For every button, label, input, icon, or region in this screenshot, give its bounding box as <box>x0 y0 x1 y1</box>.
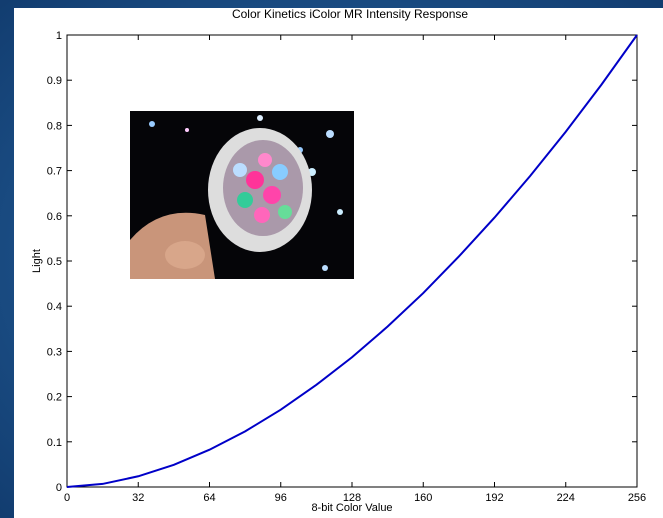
y-tick-label: 0.9 <box>47 75 62 87</box>
chart: Color Kinetics iColor MR Intensity Respo… <box>0 0 663 518</box>
x-tick-label: 256 <box>628 492 646 504</box>
page: {"chart_data": {"type": "line", "title":… <box>0 0 663 518</box>
x-tick-label: 32 <box>132 492 144 504</box>
x-tick-label: 0 <box>64 492 70 504</box>
y-tick-label: 0.3 <box>47 346 62 358</box>
y-tick-label: 0.5 <box>47 256 62 268</box>
chart-title: Color Kinetics iColor MR Intensity Respo… <box>232 7 468 21</box>
y-tick-label: 0 <box>56 482 62 494</box>
y-tick-label: 0.8 <box>47 120 62 132</box>
x-tick-label: 128 <box>343 492 361 504</box>
x-tick-label: 224 <box>557 492 575 504</box>
y-tick-label: 1 <box>56 30 62 42</box>
y-tick-label: 0.1 <box>47 437 62 449</box>
y-tick-label: 0.4 <box>47 301 62 313</box>
photo <box>130 111 354 279</box>
x-tick-label: 192 <box>485 492 503 504</box>
x-tick-label: 64 <box>203 492 215 504</box>
y-axis-label: Light <box>31 249 43 273</box>
y-tick-label: 0.2 <box>47 392 62 404</box>
y-tick-label: 0.6 <box>47 211 62 223</box>
x-tick-label: 160 <box>414 492 432 504</box>
y-tick-label: 0.7 <box>47 166 62 178</box>
x-tick-label: 96 <box>275 492 287 504</box>
